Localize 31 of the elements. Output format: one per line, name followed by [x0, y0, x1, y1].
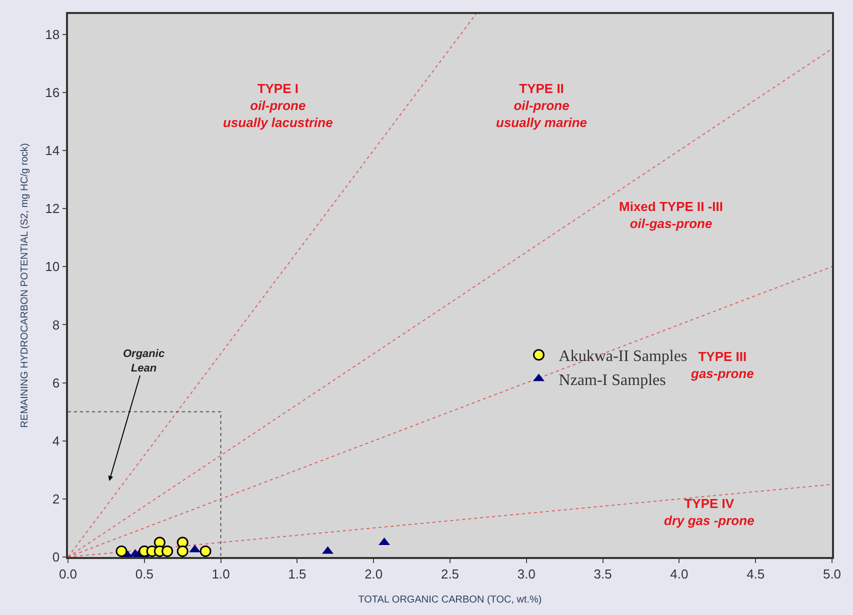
- x-tick-label: 0.0: [58, 566, 78, 582]
- y-tick-label: 14: [45, 143, 60, 158]
- x-tick-label: 3.5: [594, 566, 612, 582]
- y-tick-label: 10: [45, 259, 60, 274]
- annotation: TYPE IV dry gas -prone: [664, 496, 754, 528]
- x-axis-title: TOTAL ORGANIC CARBON (TOC, wt.%): [358, 594, 542, 606]
- annotation: Mixed TYPE II -III oil-gas-prone: [619, 199, 724, 231]
- x-tick-label: 5.0: [822, 566, 842, 582]
- x-tick-label: 4.5: [746, 566, 765, 582]
- x-tick-label: 3.0: [517, 566, 536, 582]
- x-tick-label: 0.5: [135, 566, 154, 582]
- annotation: Organic Lean: [123, 348, 165, 374]
- x-tick-label: 4.0: [670, 566, 688, 582]
- x-tick-label: 2.0: [364, 566, 383, 582]
- annotation: TYPE I oil-prone usually lacustrine: [223, 81, 333, 130]
- y-tick-label: 18: [45, 26, 60, 42]
- y-tick-label: 4: [52, 433, 60, 448]
- annotation: TYPE II oil-prone usually marine: [496, 81, 588, 130]
- y-axis-title: REMAINING HYDROCARBON POTENTIAL (S2, mg HC/g rock): [20, 143, 31, 428]
- y-tick-label: 16: [45, 84, 60, 100]
- y-tick-label: 12: [45, 201, 60, 216]
- y-tick-label: 6: [52, 375, 60, 390]
- x-tick-label: 1.0: [212, 566, 230, 582]
- y-tick-label: 0: [52, 550, 60, 565]
- x-tick-label: 1.5: [288, 566, 306, 582]
- legend-label: Nzam-I Samples: [558, 372, 666, 389]
- x-tick-label: 2.5: [440, 566, 460, 582]
- y-tick-label: 8: [52, 317, 60, 332]
- annotation: TYPE III gas-prone: [690, 349, 754, 381]
- y-tick-label: 2: [52, 491, 60, 506]
- legend-label: Akukwa-II Samples: [558, 348, 688, 366]
